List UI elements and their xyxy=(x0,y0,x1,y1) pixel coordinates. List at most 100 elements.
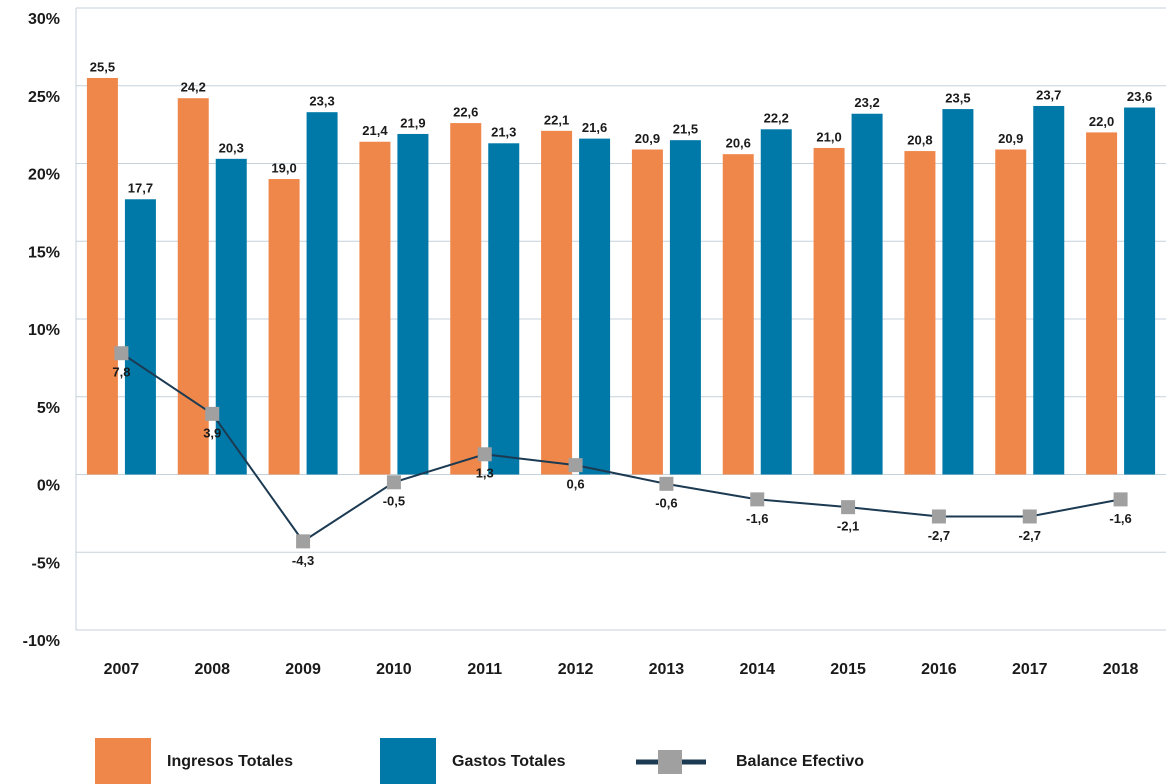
bar xyxy=(1124,107,1156,475)
value-label: 21,4 xyxy=(362,123,388,138)
y-tick-label: 15% xyxy=(28,244,60,261)
x-tick-label: 2015 xyxy=(830,661,866,678)
marker xyxy=(568,458,583,473)
x-tick-label: 2012 xyxy=(558,661,594,678)
bar xyxy=(942,109,974,475)
x-tick-label: 2016 xyxy=(921,661,957,678)
bar xyxy=(1033,105,1065,475)
value-label: 3,9 xyxy=(203,425,221,440)
bar xyxy=(450,123,482,475)
value-label: 21,5 xyxy=(673,122,698,137)
bar xyxy=(86,77,118,475)
marker xyxy=(841,500,856,515)
x-tick-label: 2011 xyxy=(467,661,502,678)
bar xyxy=(995,149,1027,475)
y-tick-label: 0% xyxy=(37,478,60,495)
value-label: 22,2 xyxy=(764,111,789,126)
x-tick-label: 2010 xyxy=(376,661,412,678)
value-label: 20,3 xyxy=(219,140,244,155)
bar xyxy=(488,143,520,475)
value-label: 17,7 xyxy=(128,181,153,196)
bar xyxy=(124,199,156,475)
value-label: 23,6 xyxy=(1127,89,1152,104)
bar xyxy=(1086,132,1118,475)
value-label: 23,2 xyxy=(854,95,879,110)
value-label: 24,2 xyxy=(181,80,206,95)
legend-label: Balance Efectivo xyxy=(736,753,864,770)
marker xyxy=(477,447,492,462)
value-label: -0,6 xyxy=(655,495,677,510)
x-tick-label: 2014 xyxy=(739,661,775,678)
marker xyxy=(750,492,765,507)
x-tick-label: 2018 xyxy=(1103,661,1139,678)
value-label: 20,6 xyxy=(726,136,751,151)
bar xyxy=(359,141,391,475)
marker xyxy=(1022,509,1037,524)
y-tick-label: 20% xyxy=(28,167,60,184)
value-label: 21,9 xyxy=(400,115,425,130)
bar xyxy=(177,98,209,475)
bar xyxy=(579,138,611,475)
bar xyxy=(669,140,701,475)
x-tick-label: 2009 xyxy=(285,661,321,678)
value-label: 22,6 xyxy=(453,105,478,120)
value-label: 19,0 xyxy=(271,160,296,175)
marker xyxy=(931,509,946,524)
bar xyxy=(904,151,936,475)
value-label: 20,8 xyxy=(907,132,932,147)
marker xyxy=(114,346,129,361)
bar xyxy=(306,112,338,475)
value-label: 25,5 xyxy=(90,59,115,74)
marker xyxy=(659,476,674,491)
line xyxy=(120,352,1121,543)
bar xyxy=(215,158,247,475)
marker xyxy=(386,475,401,490)
value-label: -2,7 xyxy=(928,528,950,543)
value-label: -2,1 xyxy=(837,519,859,534)
value-label: -1,6 xyxy=(746,511,768,526)
y-tick-label: 30% xyxy=(28,11,60,28)
value-label: -4,3 xyxy=(292,553,314,568)
bar xyxy=(760,129,792,475)
legend-label: Gastos Totales xyxy=(452,753,566,770)
bar xyxy=(722,154,754,475)
x-tick-label: 2008 xyxy=(194,661,230,678)
value-label: 20,9 xyxy=(998,131,1023,146)
value-label: 7,8 xyxy=(112,365,130,380)
y-tick-label: -5% xyxy=(32,555,60,572)
value-label: 21,3 xyxy=(491,125,516,140)
value-label: 22,0 xyxy=(1089,114,1114,129)
value-label: 23,3 xyxy=(309,94,334,109)
value-label: 21,0 xyxy=(816,129,841,144)
value-label: -2,7 xyxy=(1019,528,1041,543)
y-tick-label: 5% xyxy=(37,400,60,417)
marker xyxy=(1113,492,1128,507)
bar xyxy=(851,113,883,475)
value-label: 1,3 xyxy=(476,466,494,481)
x-tick-label: 2017 xyxy=(1012,661,1048,678)
value-label: 0,6 xyxy=(567,477,585,492)
value-label: -0,5 xyxy=(383,494,405,509)
bar xyxy=(631,149,663,475)
marker xyxy=(296,534,311,549)
legend-swatch xyxy=(95,738,151,784)
bar xyxy=(397,133,429,475)
x-tick-label: 2007 xyxy=(104,661,140,678)
value-label: 23,5 xyxy=(945,91,970,106)
value-label: 21,6 xyxy=(582,120,607,135)
legend-marker xyxy=(658,750,682,774)
y-tick-label: -10% xyxy=(23,633,60,650)
bar xyxy=(541,130,573,475)
bar xyxy=(268,179,300,475)
y-tick-label: 25% xyxy=(28,89,60,106)
legend-label: Ingresos Totales xyxy=(167,753,293,770)
value-label: -1,6 xyxy=(1109,511,1131,526)
value-label: 20,9 xyxy=(635,131,660,146)
value-label: 22,1 xyxy=(544,112,569,127)
bar xyxy=(813,147,845,475)
x-tick-label: 2013 xyxy=(649,661,685,678)
marker xyxy=(205,406,220,421)
y-tick-label: 10% xyxy=(28,322,60,339)
legend-swatch xyxy=(380,738,436,784)
